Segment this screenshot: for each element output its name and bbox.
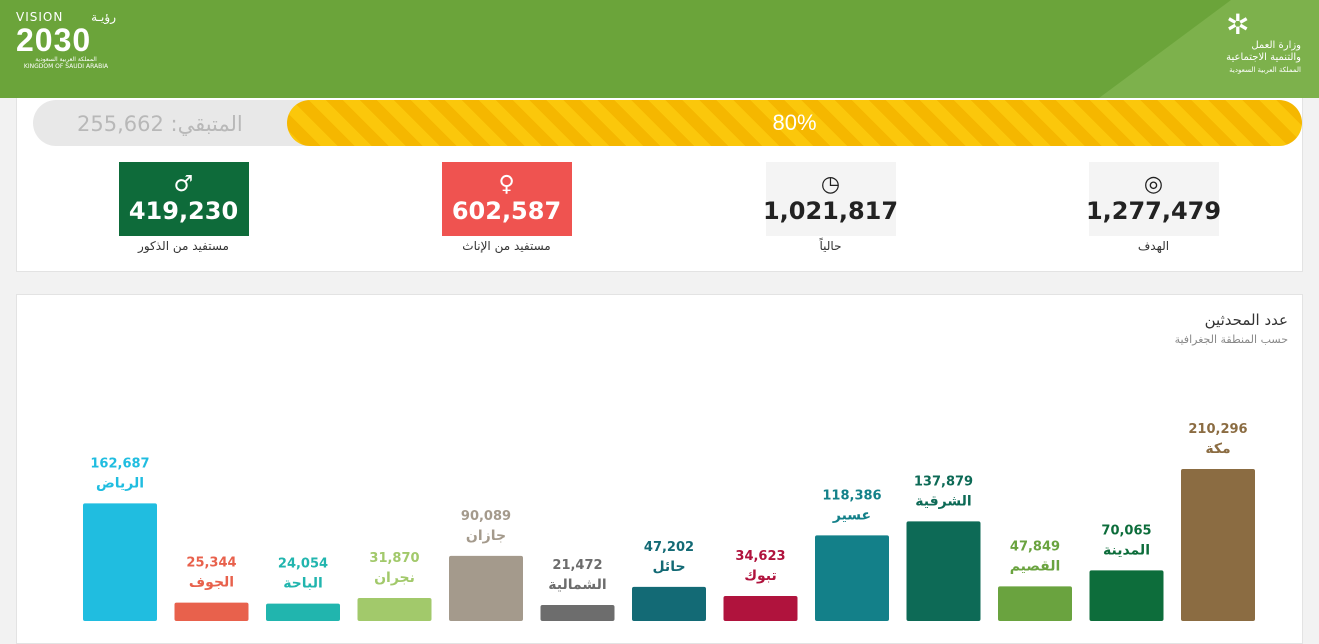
bar-value-label-9: 137,879 <box>914 474 973 489</box>
bar-category-label-3: نجران <box>374 570 415 586</box>
bar-value-label-5: 21,472 <box>552 558 602 573</box>
bar-value-label-2: 24,054 <box>278 557 328 572</box>
stat-target-value: 1,277,479 <box>1085 197 1222 225</box>
progress-fill <box>287 100 1302 146</box>
target-icon: ◎ <box>1143 172 1164 197</box>
vision-year: 2030 <box>16 22 92 58</box>
stat-current-value: 1,021,817 <box>762 197 899 225</box>
bar-value-label-7: 34,623 <box>735 549 785 564</box>
bar-9[interactable] <box>906 521 981 621</box>
stat-female-label: مستفيد من الإناث <box>462 239 551 253</box>
bar-chart: 162,687 الرياض 25,344 الجوف 24,054 الباحة 31,8… <box>83 422 1255 621</box>
bar-value-label-6: 47,202 <box>644 540 694 555</box>
stat-female-box: ♀ 602,587 <box>441 162 572 236</box>
bar-category-label-6: حائل <box>652 559 685 575</box>
ministry-name-line1: وزارة العمل <box>1251 40 1301 51</box>
chart-subtitle: حسب المنطقة الجغرافية <box>1174 333 1288 346</box>
bar-category-label-7: تبوك <box>744 568 777 584</box>
stat-male: ♂ 419,230 مستفيد من الذكور <box>118 162 249 253</box>
stat-female-value: 602,587 <box>451 197 562 225</box>
stat-target-box: ◎ 1,277,479 <box>1085 162 1222 236</box>
male-user-icon: ♂ <box>173 172 194 197</box>
stat-male-value: 419,230 <box>128 197 239 225</box>
bar-value-label-4: 90,089 <box>461 509 511 524</box>
summary-card: المتبقي: 255,662 80% ◎ 1,277,479 الهدف ◷… <box>16 98 1303 272</box>
chart-card: عدد المحدثين حسب المنطقة الجغرافية 162,6… <box>16 294 1303 644</box>
stat-male-box: ♂ 419,230 <box>118 162 249 236</box>
bar-category-label-0: الرياض <box>96 475 144 491</box>
chart-title: عدد المحدثين <box>1204 311 1288 329</box>
bar-value-label-10: 47,849 <box>1010 539 1060 554</box>
bar-value-label-1: 25,344 <box>186 556 236 571</box>
bar-category-label-9: الشرقية <box>915 493 971 509</box>
bar-category-label-4: جازان <box>466 528 506 544</box>
stat-current-box: ◷ 1,021,817 <box>762 162 899 236</box>
bar-category-label-11: المدينة <box>1103 542 1150 558</box>
bar-value-label-0: 162,687 <box>90 456 149 471</box>
vision-2030-logo: VISION رؤيـة 2030 المملكة العربية السعودي… <box>16 10 116 70</box>
bar-4[interactable] <box>449 555 523 621</box>
ministry-logo: ✲ وزارة العمل والتنمية الاجتماعية المملك… <box>1226 10 1301 76</box>
clock-icon: ◷ <box>820 172 841 197</box>
bar-10[interactable] <box>998 586 1072 621</box>
ministry-country: المملكة العربية السعودية <box>1229 66 1301 74</box>
stat-target: ◎ 1,277,479 الهدف <box>1076 162 1231 253</box>
bar-3[interactable] <box>357 597 432 621</box>
stat-female: ♀ 602,587 مستفيد من الإناث <box>441 162 572 253</box>
bar-8[interactable] <box>815 535 889 621</box>
bar-0[interactable] <box>83 503 157 621</box>
bar-category-label-10: القصيم <box>1010 558 1061 574</box>
bar-1[interactable] <box>174 602 249 621</box>
bar-category-label-12: مكة <box>1205 441 1230 457</box>
female-user-icon: ♀ <box>498 172 515 197</box>
bar-value-label-3: 31,870 <box>369 551 419 566</box>
stat-male-label: مستفيد من الذكور <box>138 239 229 253</box>
stat-target-label: الهدف <box>1137 239 1170 253</box>
vision-text-en: VISION <box>16 10 64 24</box>
bar-11[interactable] <box>1089 570 1164 621</box>
bar-category-label-5: الشمالية <box>548 577 606 593</box>
bar-5[interactable] <box>540 605 615 621</box>
bar-6[interactable] <box>632 586 706 621</box>
bar-value-label-11: 70,065 <box>1101 523 1151 538</box>
vision-country-ar: المملكة العربية السعودية <box>35 56 97 63</box>
bar-7[interactable] <box>723 595 798 621</box>
bar-2[interactable] <box>266 603 340 621</box>
remaining-label: المتبقي: 255,662 <box>77 112 243 136</box>
palm-emblem-icon: ✲ <box>1226 8 1250 41</box>
bar-category-label-1: الجوف <box>189 575 234 591</box>
header-bar: VISION رؤيـة 2030 المملكة العربية السعودي… <box>0 0 1319 98</box>
bar-value-label-12: 210,296 <box>1188 422 1247 437</box>
stat-current-label: حالياً <box>819 239 842 253</box>
vision-country-en: KINGDOM OF SAUDI ARABIA <box>23 63 109 70</box>
bar-category-label-2: الباحة <box>283 576 323 592</box>
vision-text-ar: رؤيـة <box>91 10 116 24</box>
stat-current: ◷ 1,021,817 حالياً <box>753 162 908 253</box>
ministry-name-line2: والتنمية الاجتماعية <box>1226 52 1301 63</box>
bar-12[interactable] <box>1181 469 1255 621</box>
bar-value-label-8: 118,386 <box>822 488 881 503</box>
progress-percent: 80% <box>772 110 817 135</box>
progress-bar: المتبقي: 255,662 80% <box>33 100 1302 146</box>
bar-category-label-8: عسير <box>832 507 871 523</box>
